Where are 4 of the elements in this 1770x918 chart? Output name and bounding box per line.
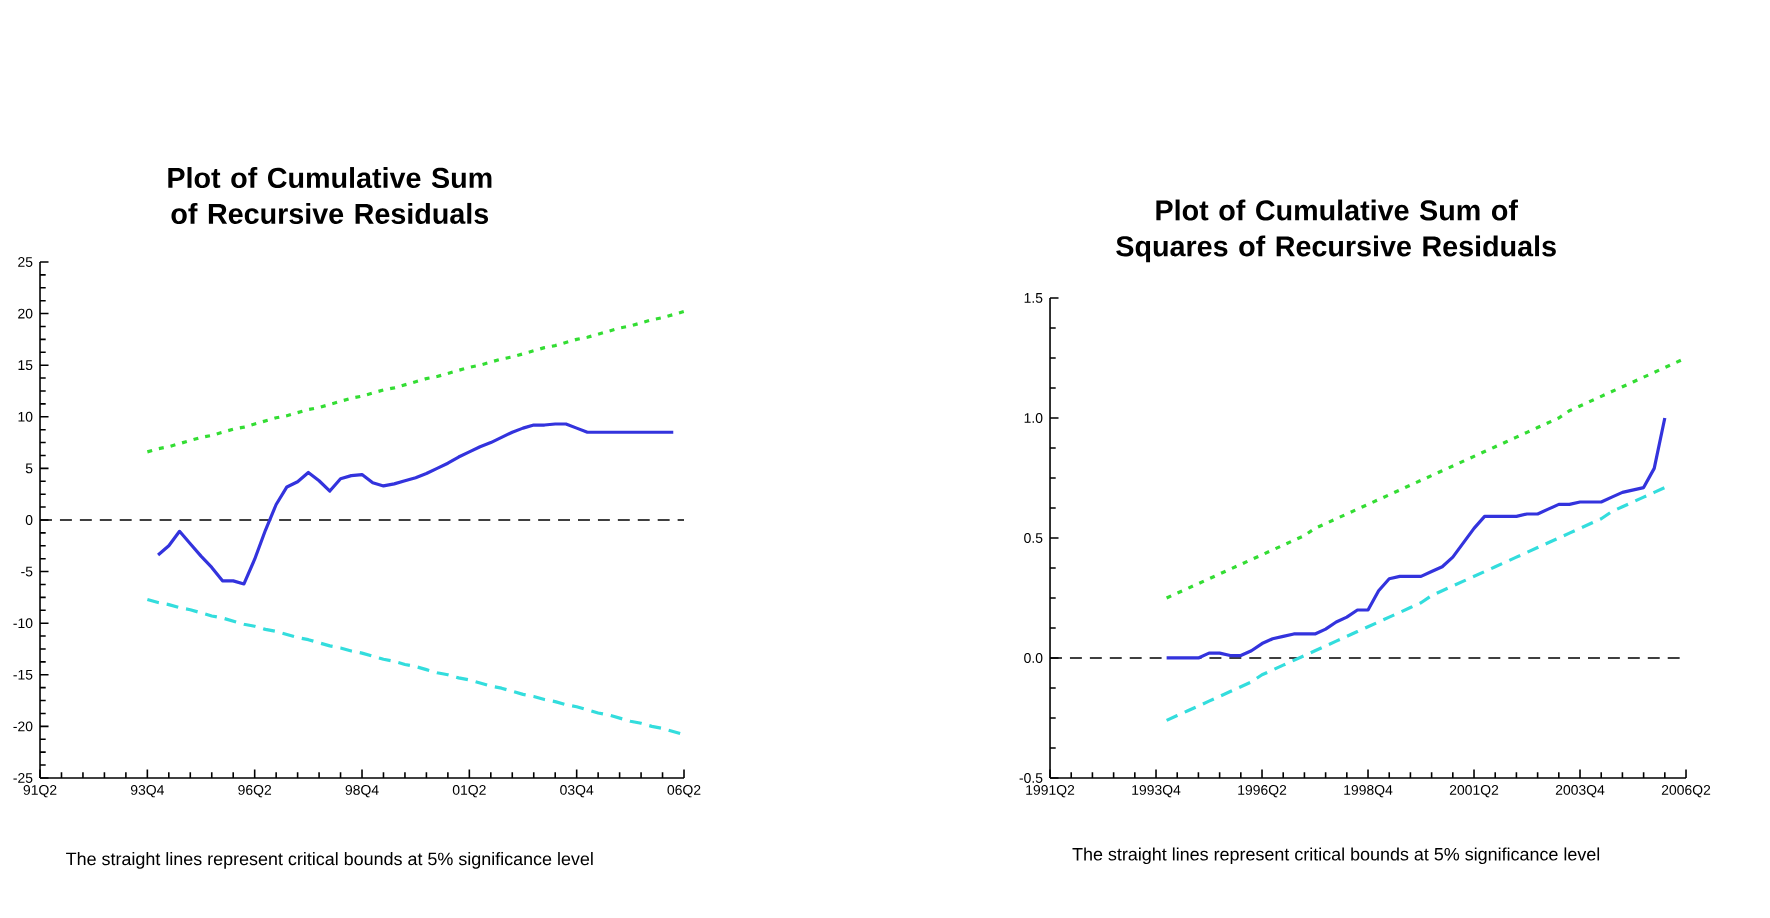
text: The straight lines represent critical bounds at 5% significance level [66, 852, 593, 869]
text: The straight lines represent critical bounds at 5% significance level [1072, 847, 1600, 865]
chart-title: Plot of Cumulative Sum of Recursive Residuals [168, 167, 492, 224]
chart-title: Plot of Cumulative Sum of Squares of Recursive Residuals [1116, 199, 1556, 263]
